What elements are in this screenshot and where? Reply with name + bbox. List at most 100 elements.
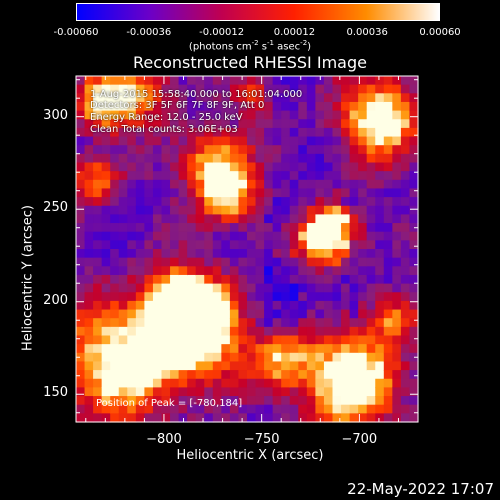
heatmap-cell	[264, 84, 274, 94]
heatmap-cell	[247, 231, 257, 241]
heatmap-cell	[170, 205, 180, 215]
heatmap-cell	[152, 84, 163, 94]
heatmap-cell	[170, 274, 180, 285]
heatmap-cell	[298, 370, 308, 380]
heatmap-cell	[247, 318, 257, 328]
heatmap-cell	[101, 292, 111, 302]
heatmap-cell	[366, 309, 376, 319]
heatmap-cell	[212, 205, 222, 215]
heatmap-cell	[272, 274, 282, 285]
heatmap-cell	[229, 266, 240, 276]
heatmap-cell	[212, 162, 222, 172]
heatmap-cell	[195, 197, 205, 207]
heatmap-cell	[366, 171, 376, 181]
heatmap-cell	[366, 240, 376, 250]
heatmap-cell	[238, 188, 248, 198]
heatmap-cell	[101, 110, 111, 120]
heatmap-cell	[127, 396, 137, 406]
heatmap-cell	[221, 387, 231, 397]
heatmap-cell	[229, 326, 240, 337]
heatmap-cell	[298, 76, 308, 86]
heatmap-cell	[375, 361, 385, 371]
heatmap-cell	[93, 352, 103, 363]
heatmap-cell	[135, 387, 145, 397]
heatmap-cell	[152, 404, 163, 414]
heatmap-cell	[298, 404, 308, 414]
heatmap-cell	[247, 110, 257, 120]
heatmap-cell	[375, 352, 385, 363]
heatmap-cell	[255, 162, 265, 172]
heatmap-cell	[289, 300, 299, 311]
heatmap-cell	[289, 240, 299, 250]
heatmap-cell	[332, 292, 342, 302]
heatmap-cell	[118, 84, 128, 94]
heatmap-cell	[187, 361, 197, 371]
heatmap-cell	[93, 127, 103, 138]
heatmap-cell	[306, 136, 316, 146]
heatmap-cell	[315, 387, 325, 397]
heatmap-cell	[101, 335, 111, 345]
heatmap-cell	[152, 266, 163, 276]
heatmap-cell	[341, 404, 351, 414]
heatmap-cell	[264, 344, 274, 354]
heatmap-cell	[298, 179, 308, 190]
heatmap-cell	[93, 214, 103, 224]
heatmap-cell	[127, 352, 137, 363]
heatmap-cell	[135, 101, 145, 112]
heatmap-cell	[366, 370, 376, 380]
heatmap-cell	[110, 257, 120, 267]
heatmap-cell	[289, 110, 299, 120]
heatmap-cell	[306, 283, 316, 293]
heatmap-cell	[229, 387, 240, 397]
heatmap-cell	[332, 76, 342, 86]
y-tick-label: 150	[43, 385, 68, 401]
heatmap-cell	[392, 318, 402, 328]
heatmap-cell	[255, 378, 265, 388]
heatmap-cell	[84, 214, 94, 224]
heatmap-cell	[409, 344, 419, 354]
heatmap-cell	[255, 396, 265, 406]
heatmap-cell	[315, 266, 325, 276]
heatmap-cell	[204, 223, 214, 233]
heatmap-cell	[187, 84, 197, 94]
heatmap-cell	[221, 101, 231, 112]
heatmap-cell	[392, 136, 402, 146]
heatmap-cell	[135, 145, 145, 155]
heatmap-cell	[383, 404, 393, 414]
heatmap-cell	[281, 205, 291, 215]
heatmap-cell	[178, 153, 188, 164]
heatmap-cell	[76, 309, 86, 319]
heatmap-cell	[127, 266, 137, 276]
heatmap-cell	[400, 127, 411, 138]
heatmap-cell	[264, 318, 274, 328]
heatmap-cell	[144, 145, 154, 155]
heatmap-cell	[127, 205, 137, 215]
heatmap-cell	[118, 205, 128, 215]
heatmap-cell	[152, 326, 163, 337]
heatmap-cell	[178, 335, 188, 345]
heatmap-cell	[101, 171, 111, 181]
heatmap-cell	[76, 352, 86, 363]
heatmap-cell	[221, 266, 231, 276]
heatmap-cell	[238, 326, 248, 337]
heatmap-cell	[366, 223, 376, 233]
heatmap-cell	[229, 223, 240, 233]
heatmap-cell	[152, 93, 163, 103]
heatmap-cell	[118, 101, 128, 112]
heatmap-cell	[306, 361, 316, 371]
heatmap-cell	[178, 292, 188, 302]
heatmap-cell	[409, 326, 419, 337]
heatmap-cell	[161, 136, 171, 146]
heatmap-cell	[178, 413, 188, 423]
heatmap-cell	[392, 404, 402, 414]
heatmap-cell	[110, 318, 120, 328]
heatmap-cell	[349, 326, 359, 337]
heatmap-cell	[101, 300, 111, 311]
heatmap-cell	[187, 223, 197, 233]
heatmap-cell	[341, 396, 351, 406]
heatmap-cell	[238, 249, 248, 259]
heatmap-cell	[101, 396, 111, 406]
heatmap-cell	[161, 171, 171, 181]
heatmap-cell	[306, 231, 316, 241]
heatmap-cell	[76, 240, 86, 250]
